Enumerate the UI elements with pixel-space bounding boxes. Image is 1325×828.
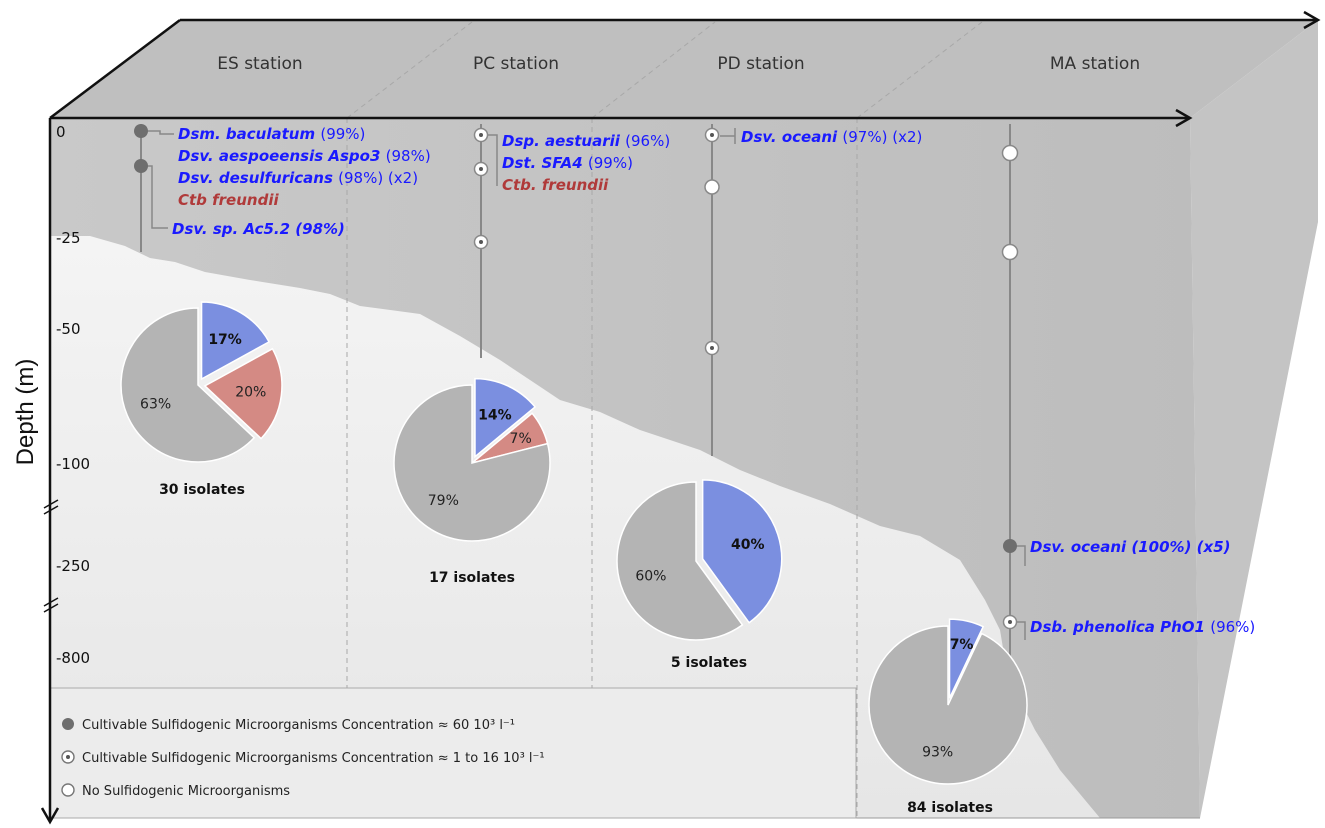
right-face	[1190, 20, 1318, 818]
pie-slice-label: 60%	[635, 569, 666, 585]
marker-high	[134, 159, 148, 173]
pie-slice-label: 79%	[428, 493, 459, 509]
station-dividers	[346, 21, 983, 818]
species-label: Dsb. phenolica PhO1 (96%)	[1030, 618, 1255, 636]
marker-none	[704, 179, 720, 195]
species-label: Dst. SFA4 (99%)	[502, 154, 633, 172]
top-face	[50, 20, 1318, 118]
pie-slice	[474, 377, 537, 459]
marker-low-dot	[479, 240, 483, 244]
legend-text: Cultivable Sulfidogenic Microorganisms C…	[82, 751, 545, 766]
leader-lines	[147, 128, 1026, 640]
pie-slice	[203, 347, 283, 440]
station-title-pc: PC station	[473, 54, 559, 74]
species-label: Dsv. sp. Ac5.2 (98%)	[172, 220, 345, 238]
pie-slice-label: 20%	[235, 385, 266, 401]
tick-label: -50	[56, 320, 81, 338]
marker-low-dot	[479, 167, 483, 171]
pie-slice	[948, 618, 985, 699]
pie-slice	[868, 625, 1028, 785]
y-axis-label: Depth (m)	[12, 359, 39, 466]
y-ticks: 0 -25 -50 -100 -250 -800	[56, 123, 90, 667]
legend: Cultivable Sulfidogenic Microorganisms C…	[61, 718, 545, 799]
pie-slice	[393, 384, 551, 542]
pie-ma: 7% 93%	[868, 618, 1028, 785]
tick-label: -25	[56, 229, 81, 247]
species-label: Dsv. oceani (97%) (x2)	[741, 128, 922, 146]
tick-label: -800	[56, 649, 90, 667]
tick-label: 0	[56, 123, 66, 141]
isolates-count: 30 isolates	[159, 482, 245, 498]
species-label: Dsv. aespoeensis Aspo3 (98%)	[178, 147, 431, 165]
pie-slice	[120, 307, 256, 463]
legend-marker-low-dot	[66, 755, 70, 759]
marker-low-dot	[710, 133, 714, 137]
station-title-pd: PD station	[717, 54, 804, 74]
marker-low-dot	[710, 346, 714, 350]
tick-label: -250	[56, 557, 90, 575]
marker-high	[1003, 539, 1017, 553]
legend-text: Cultivable Sulfidogenic Microorganisms C…	[82, 718, 515, 733]
marker-low-dot	[1008, 620, 1012, 624]
pie-slice-label: 40%	[731, 537, 765, 553]
marker-low-dot	[479, 133, 483, 137]
pie-slice-label: 7%	[950, 637, 974, 653]
pie-pd: 40% 60%	[616, 479, 783, 641]
pie-slice-label: 17%	[208, 332, 242, 348]
marker-none	[1001, 144, 1019, 162]
pie-es: 17% 20% 63%	[120, 301, 283, 463]
species-label: Dsp. aestuarii (96%)	[502, 132, 670, 150]
axes	[40, 10, 1321, 825]
isolates-count: 84 isolates	[907, 800, 993, 816]
pie-slice-label: 63%	[140, 396, 171, 412]
pie-slice	[701, 479, 783, 624]
species-label: Ctb freundii	[178, 191, 279, 209]
axis-breaks	[43, 499, 59, 613]
legend-box	[49, 687, 857, 819]
station-title-es: ES station	[217, 54, 302, 74]
station-title-ma: MA station	[1050, 54, 1140, 74]
species-label: Ctb. freundii	[502, 176, 609, 194]
pie-slice-label: 14%	[478, 407, 512, 423]
pie-pc: 14% 7% 79%	[393, 377, 551, 542]
legend-text: No Sulfidogenic Microorganisms	[82, 784, 290, 799]
sample-markers	[134, 124, 1019, 630]
species-label: Dsv. desulfuricans (98%) (x2)	[178, 169, 418, 187]
legend-marker-none	[61, 783, 75, 797]
marker-none	[1001, 243, 1019, 261]
species-label: Dsv. oceani (100%) (x5)	[1030, 538, 1231, 556]
pie-slice	[616, 481, 744, 641]
seabed	[50, 236, 1100, 818]
pie-slice-label: 7%	[510, 431, 532, 447]
isolates-count: 17 isolates	[429, 570, 515, 586]
pie-slice	[200, 301, 271, 381]
marker-high	[134, 124, 148, 138]
pie-slice-label: 93%	[922, 744, 953, 760]
tick-label: -100	[56, 455, 90, 473]
isolates-count: 5 isolates	[671, 655, 747, 671]
legend-marker-high	[62, 718, 74, 730]
species-label: Dsm. baculatum (99%)	[178, 125, 365, 143]
